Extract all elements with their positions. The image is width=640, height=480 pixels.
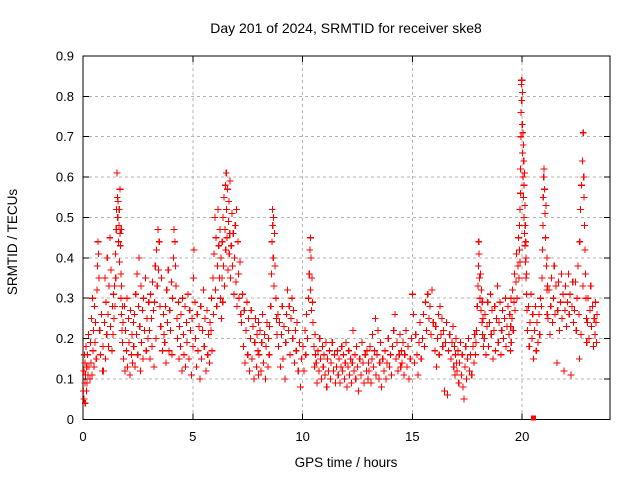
y-tick-label: 0.1 [56,371,74,386]
x-tick-label: 15 [405,429,419,444]
y-tick-label: 0.2 [56,331,74,346]
y-tick-label: 0.3 [56,291,74,306]
tick-marks [82,55,610,420]
chart-title: Day 201 of 2024, SRMTID for receiver ske… [210,20,482,36]
tick-labels: 0 5 10 15 20 0 0.1 0.2 0.3 0.4 0.5 0.6 0.7 0.8 0.9 [56,49,529,445]
axis-ticks [82,55,610,420]
y-axis-label: SRMTID / TECUs [5,189,20,296]
y-tick-label: 0.5 [56,210,74,225]
gridlines [83,56,610,420]
y-tick-label: 0.8 [56,89,74,104]
data-series [80,76,601,421]
x-tick-label: 20 [515,429,529,444]
x-tick-label: 0 [79,429,86,444]
plot-border [82,55,611,420]
flag-square-marker [531,415,537,421]
y-tick-label: 0 [67,412,74,427]
y-tick-label: 0.7 [56,129,74,144]
y-tick-label: 0.6 [56,170,74,185]
y-tick-label: 0.4 [56,250,74,265]
x-tick-label: 5 [189,429,196,444]
y-tick-label: 0.9 [56,49,74,64]
x-tick-label: 10 [295,429,309,444]
srmtid-points [80,76,601,407]
x-axis-label: GPS time / hours [295,455,398,470]
